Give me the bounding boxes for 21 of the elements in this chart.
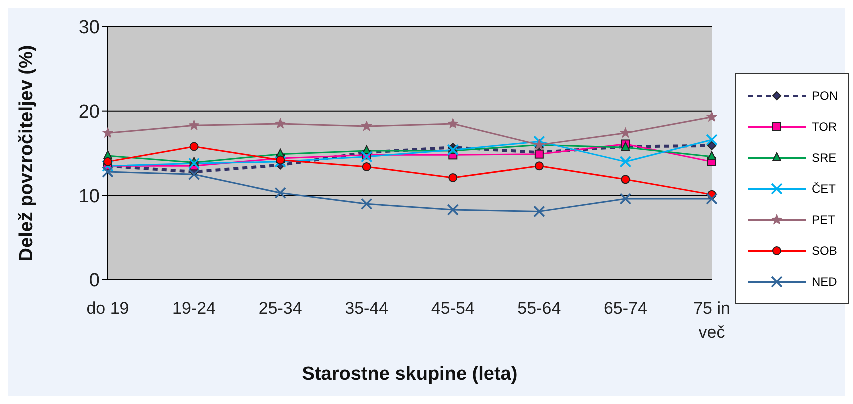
- x-tick-label: 45-54: [431, 299, 475, 318]
- x-tick-label: do 19: [86, 299, 130, 318]
- x-tick-label: 25-34: [258, 299, 302, 318]
- y-tick-label: 20: [78, 102, 100, 124]
- x-tick-label: 55-64: [518, 299, 562, 318]
- x-tick-label: 65-74: [604, 299, 648, 318]
- legend-label: PON: [812, 88, 838, 102]
- x-tick-label: 35-44: [345, 299, 389, 318]
- legend-label: ČET: [812, 182, 836, 196]
- x-axis-title: Starostne skupine (leta): [302, 364, 518, 385]
- y-tick-label: 10: [78, 186, 100, 208]
- legend-label: NED: [812, 274, 838, 288]
- legend-label: PET: [812, 212, 836, 226]
- y-tick-label: 30: [78, 18, 100, 39]
- y-tick-label: 0: [89, 270, 100, 292]
- legend-label: TOR: [812, 120, 838, 134]
- x-tick-label: 19-24: [172, 299, 216, 318]
- y-axis-title: Delež povzročiteljev (%): [16, 45, 38, 262]
- legend-label: SRE: [812, 150, 837, 164]
- x-tick-label: 75 in več: [694, 299, 730, 342]
- legend-label: SOB: [812, 244, 838, 258]
